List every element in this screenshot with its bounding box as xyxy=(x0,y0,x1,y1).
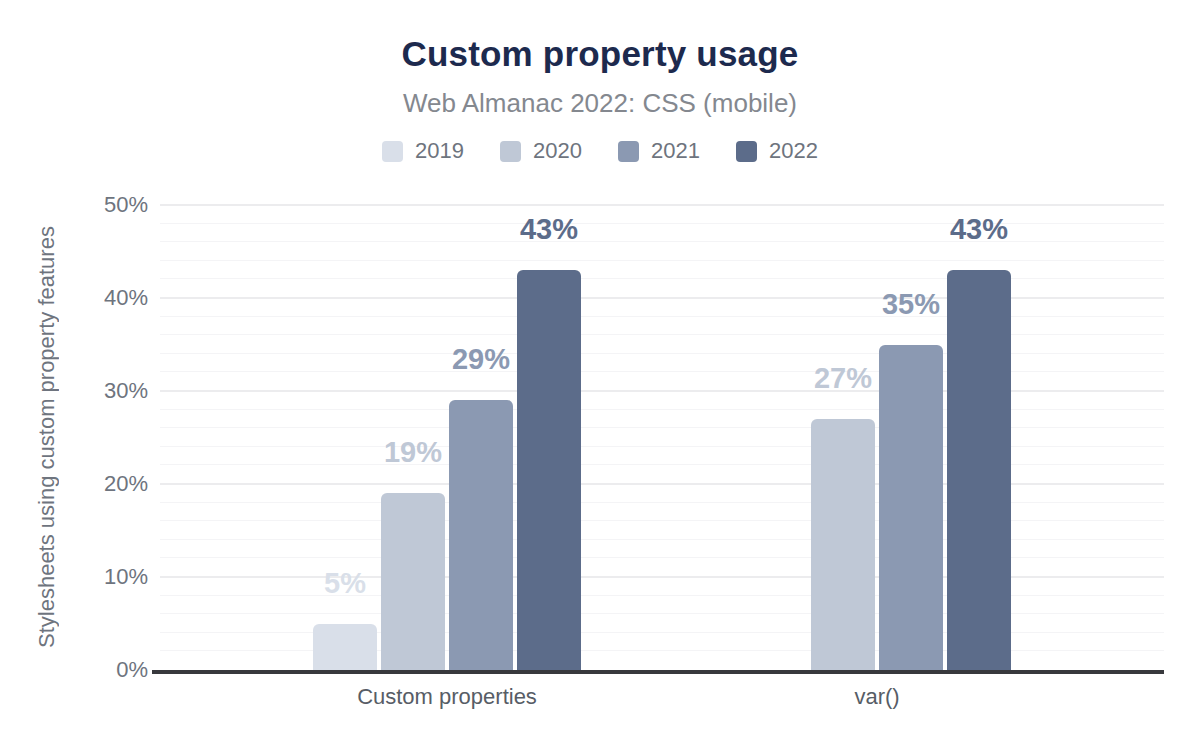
legend-swatch-icon xyxy=(618,141,639,162)
bar-value-label: 5% xyxy=(324,569,366,598)
bar-value-label: 29% xyxy=(452,345,510,374)
bar-slot: 19% xyxy=(381,493,445,670)
y-tick-label: 40% xyxy=(0,285,148,311)
x-category-label: Custom properties xyxy=(313,684,581,710)
bar-2021[interactable] xyxy=(449,400,513,670)
x-axis-labels: Custom properties var() xyxy=(160,684,1164,710)
chart-header: Custom property usage Web Almanac 2022: … xyxy=(0,0,1200,164)
bar-groups: 5%19%29%43%27%35%43% xyxy=(160,205,1164,670)
y-tick-label: 50% xyxy=(0,192,148,218)
y-tick-label: 0% xyxy=(0,657,148,683)
legend-label: 2019 xyxy=(415,138,464,164)
bar-slot: 43% xyxy=(517,270,581,670)
y-axis-title: Stylesheets using custom property featur… xyxy=(34,205,60,670)
legend-swatch-icon xyxy=(736,141,757,162)
bar-slot: 35% xyxy=(879,345,943,671)
bar-slot: 43% xyxy=(947,270,1011,670)
bar-slot: 29% xyxy=(449,400,513,670)
legend-item-2022[interactable]: 2022 xyxy=(736,138,818,164)
x-axis-line xyxy=(152,670,1164,674)
bar-2019[interactable] xyxy=(313,624,377,671)
legend-swatch-icon xyxy=(500,141,521,162)
chart-area: Stylesheets using custom property featur… xyxy=(0,164,1200,740)
bar-group-var: 27%35%43% xyxy=(743,270,1011,670)
bar-2022[interactable] xyxy=(517,270,581,670)
x-category-label: var() xyxy=(743,684,1011,710)
bar-2021[interactable] xyxy=(879,345,943,671)
bar-2020[interactable] xyxy=(381,493,445,670)
bar-value-label: 35% xyxy=(882,290,940,319)
chart-title: Custom property usage xyxy=(0,32,1200,76)
legend-label: 2021 xyxy=(651,138,700,164)
y-tick-label: 30% xyxy=(0,378,148,404)
chart-subtitle: Web Almanac 2022: CSS (mobile) xyxy=(0,88,1200,118)
bar-2022[interactable] xyxy=(947,270,1011,670)
legend-swatch-icon xyxy=(382,141,403,162)
legend-item-2019[interactable]: 2019 xyxy=(382,138,464,164)
bar-group-custom-properties: 5%19%29%43% xyxy=(313,270,581,670)
bar-value-label: 27% xyxy=(814,364,872,393)
legend: 2019 2020 2021 2022 xyxy=(0,138,1200,164)
y-tick-label: 20% xyxy=(0,471,148,497)
bar-slot: 5% xyxy=(313,624,377,671)
bar-value-label: 43% xyxy=(950,215,1008,244)
bar-value-label: 43% xyxy=(520,215,578,244)
y-tick-label: 10% xyxy=(0,564,148,590)
legend-item-2020[interactable]: 2020 xyxy=(500,138,582,164)
legend-label: 2022 xyxy=(769,138,818,164)
bar-2020[interactable] xyxy=(811,419,875,670)
plot-area: 5%19%29%43%27%35%43% xyxy=(160,205,1164,670)
legend-item-2021[interactable]: 2021 xyxy=(618,138,700,164)
bar-slot: 27% xyxy=(811,419,875,670)
bar-value-label: 19% xyxy=(384,438,442,467)
legend-label: 2020 xyxy=(533,138,582,164)
